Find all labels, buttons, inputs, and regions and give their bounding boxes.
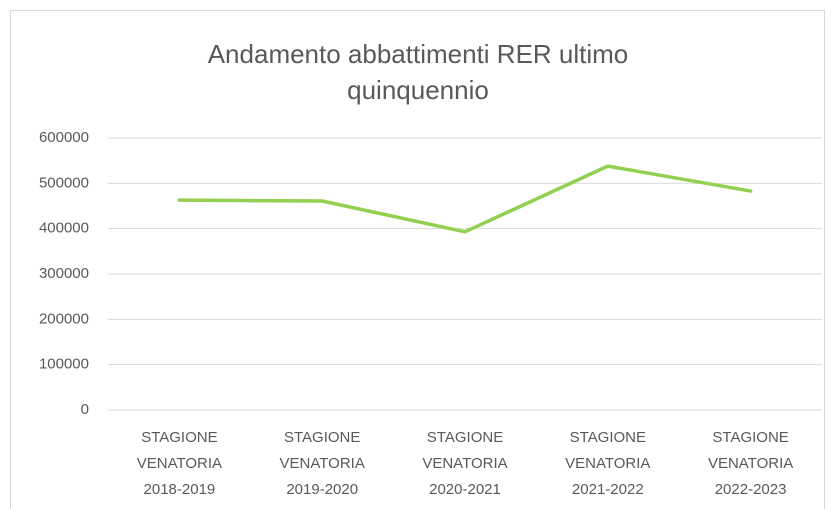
x-tick-label: STAGIONE VENATORIA 2022-2023 (708, 429, 793, 498)
x-tick-label: STAGIONE VENATORIA 2021-2022 (565, 429, 650, 498)
y-tick-label: 500000 (39, 174, 89, 191)
y-tick-label: 400000 (39, 220, 89, 237)
line-series (177, 164, 753, 234)
chart-title: Andamento abbattimenti RER ultimo quinqu… (207, 39, 629, 105)
chart-frame (10, 10, 825, 509)
y-tick-label: 200000 (39, 310, 89, 327)
y-tick-label: 300000 (39, 265, 89, 282)
y-tick-label: 600000 (39, 129, 89, 146)
x-tick-label: STAGIONE VENATORIA 2020-2021 (422, 429, 507, 498)
y-tick-label: 100000 (39, 356, 89, 373)
y-tick-label: 0 (81, 401, 89, 418)
x-tick-label: STAGIONE VENATORIA 2019-2020 (280, 429, 365, 498)
x-tick-label: STAGIONE VENATORIA 2018-2019 (137, 429, 222, 498)
